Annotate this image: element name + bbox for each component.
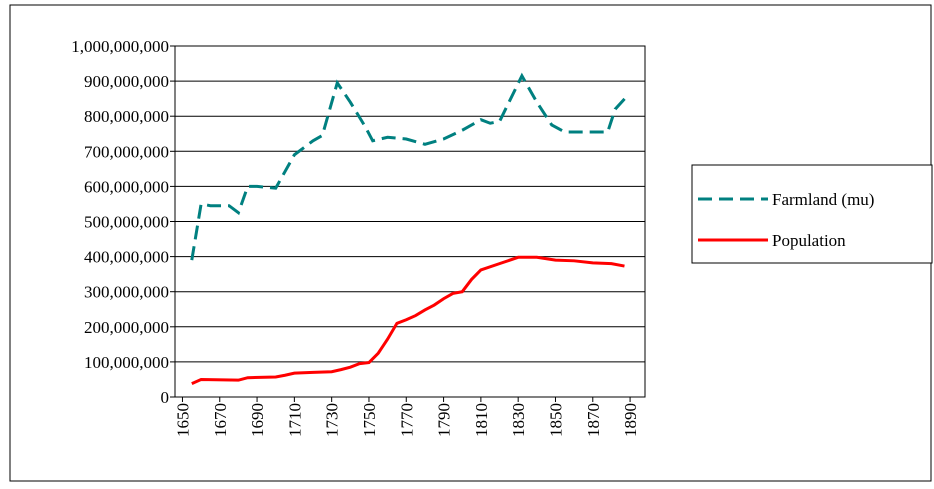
x-tick-label: 1690 [248, 403, 267, 437]
y-tick-label: 1,000,000,000 [71, 37, 169, 56]
y-tick-label: 200,000,000 [84, 318, 169, 337]
y-tick-label: 700,000,000 [84, 142, 169, 161]
x-tick-label: 1670 [211, 403, 230, 437]
x-tick-label: 1850 [546, 403, 565, 437]
plot-area [174, 45, 646, 398]
x-tick-label: 1650 [173, 403, 192, 437]
x-tick-label: 1830 [509, 403, 528, 437]
x-tick-label: 1710 [285, 403, 304, 437]
y-tick-label: 400,000,000 [84, 248, 169, 267]
x-tick-label: 1770 [397, 403, 416, 437]
y-tick-label: 100,000,000 [84, 353, 169, 372]
y-tick-label: 300,000,000 [84, 283, 169, 302]
x-tick-label: 1870 [584, 403, 603, 437]
x-tick-label: 1790 [435, 403, 454, 437]
y-tick-label: 0 [161, 388, 170, 407]
legend-label: Population [772, 231, 846, 250]
legend-label: Farmland (mu) [772, 190, 874, 209]
y-tick-label: 900,000,000 [84, 72, 169, 91]
y-tick-label: 500,000,000 [84, 213, 169, 232]
x-tick-label: 1730 [323, 403, 342, 437]
x-tick-label: 1890 [621, 403, 640, 437]
y-tick-label: 800,000,000 [84, 107, 169, 126]
legend-box [691, 164, 933, 264]
x-tick-label: 1810 [472, 403, 491, 437]
y-tick-label: 600,000,000 [84, 177, 169, 196]
x-tick-label: 1750 [360, 403, 379, 437]
series-line [191, 255, 625, 386]
